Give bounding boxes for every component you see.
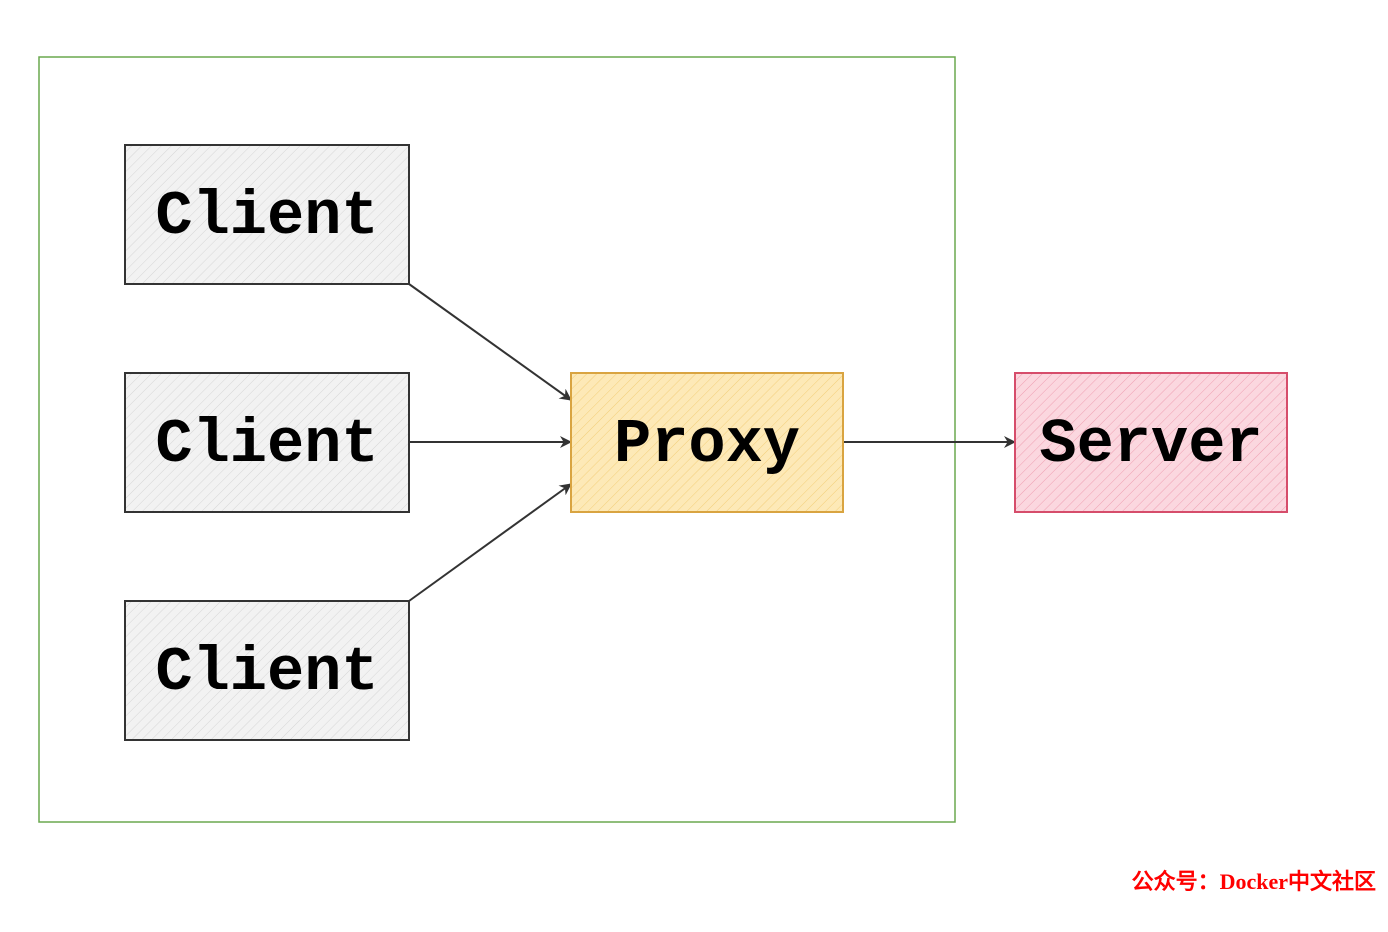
- node-proxy: Proxy: [571, 373, 843, 512]
- edge-client1-to-proxy: [409, 284, 571, 400]
- edge-client3-to-proxy: [409, 484, 571, 601]
- node-client3-label: Client: [155, 637, 378, 708]
- node-client3: Client: [125, 601, 409, 740]
- node-client1-label: Client: [155, 181, 378, 252]
- diagram-stage: Client Client Client Proxy Server 公众号：Docker…: [0, 0, 1388, 932]
- node-server-label: Server: [1039, 409, 1262, 480]
- watermark-text: 公众号：Docker中文社区: [1132, 864, 1376, 896]
- node-client2-label: Client: [155, 409, 378, 480]
- node-server: Server: [1015, 373, 1287, 512]
- diagram-svg: Client Client Client Proxy Server: [0, 0, 1388, 932]
- node-client2: Client: [125, 373, 409, 512]
- node-proxy-label: Proxy: [614, 409, 800, 480]
- node-client1: Client: [125, 145, 409, 284]
